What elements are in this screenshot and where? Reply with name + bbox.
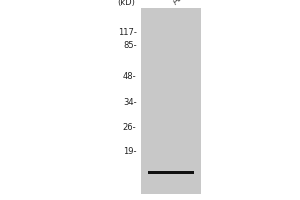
- Text: (kD): (kD): [117, 0, 135, 7]
- Text: 19-: 19-: [123, 147, 136, 156]
- Text: 26-: 26-: [123, 123, 136, 132]
- Text: 34-: 34-: [123, 98, 136, 107]
- Text: 48-: 48-: [123, 72, 136, 81]
- Text: A549: A549: [171, 0, 194, 6]
- Bar: [141, 8, 201, 194]
- Text: 117-: 117-: [118, 28, 136, 37]
- Bar: [148, 171, 194, 174]
- Text: 85-: 85-: [123, 41, 136, 50]
